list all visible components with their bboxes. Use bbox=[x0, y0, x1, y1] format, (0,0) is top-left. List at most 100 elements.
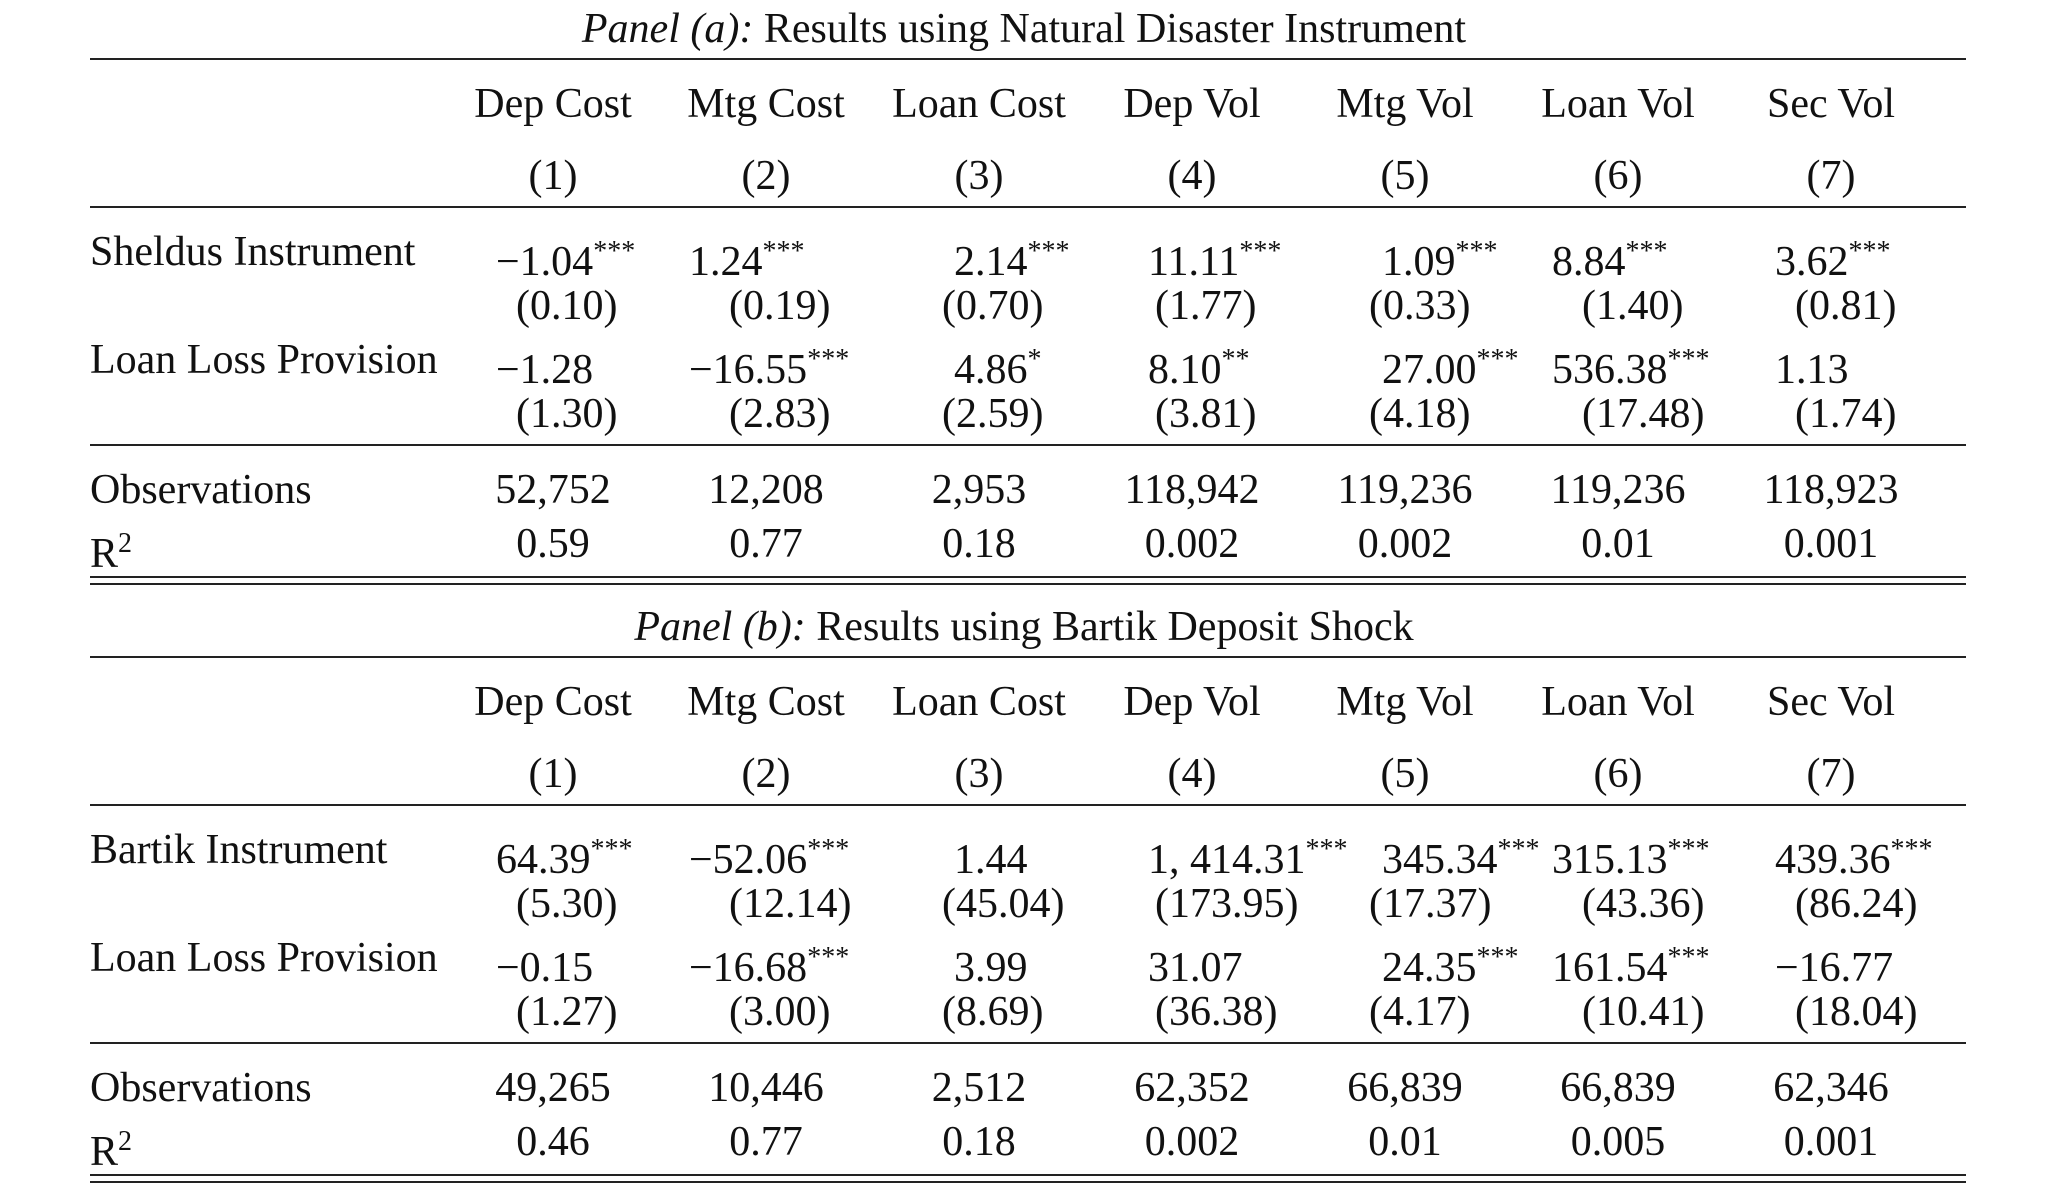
r-squared-cell: 0.77 bbox=[729, 1119, 803, 1165]
standard-error-cell: (0.10) bbox=[516, 283, 618, 329]
significance-stars: *** bbox=[1476, 942, 1519, 973]
coefficient-cell: 8.84*** bbox=[1552, 224, 1668, 285]
standard-error-cell: (17.48) bbox=[1582, 391, 1705, 437]
significance-stars: *** bbox=[590, 834, 633, 865]
observations-label: Observations bbox=[90, 1065, 312, 1111]
r-squared-cell: 0.005 bbox=[1570, 1119, 1666, 1165]
significance-stars: *** bbox=[1027, 236, 1070, 267]
column-header: Dep Cost bbox=[474, 679, 632, 725]
coefficient-cell: −16.55*** bbox=[689, 332, 849, 393]
standard-error-cell: (10.41) bbox=[1582, 989, 1705, 1035]
coefficient-cell: 4.86* bbox=[954, 332, 1042, 393]
column-header: Dep Vol bbox=[1123, 81, 1261, 127]
coefficient-value: 3.62 bbox=[1775, 239, 1849, 285]
standard-error-cell: (4.18) bbox=[1369, 391, 1471, 437]
coefficient-cell: 1.24*** bbox=[689, 224, 805, 285]
standard-error-cell: (8.69) bbox=[942, 989, 1044, 1035]
header-rule bbox=[90, 206, 1966, 208]
standard-error-cell: (43.36) bbox=[1582, 881, 1705, 927]
standard-error-row: (0.10) (0.19) (0.70) (1.77) (0.33) (1.40) (0.8… bbox=[0, 278, 2048, 334]
coefficient-value: 536.38 bbox=[1552, 347, 1668, 393]
coefficient-value: −52.06 bbox=[689, 837, 808, 883]
row-label: Loan Loss Provision bbox=[90, 935, 438, 981]
top-rule bbox=[90, 58, 1966, 60]
significance-stars: *** bbox=[1890, 834, 1933, 865]
significance-stars: * bbox=[1027, 344, 1042, 375]
r-squared-cell: 0.18 bbox=[942, 1119, 1016, 1165]
r-squared-cell: 0.002 bbox=[1144, 1119, 1240, 1165]
column-header: Mtg Vol bbox=[1336, 81, 1474, 127]
coefficient-cell: −1.28 bbox=[496, 332, 593, 393]
standard-error-cell: (0.19) bbox=[729, 283, 831, 329]
coefficient-value: 2.14 bbox=[954, 239, 1028, 285]
column-number: (7) bbox=[1806, 153, 1856, 199]
column-number: (2) bbox=[741, 153, 791, 199]
column-header: Loan Vol bbox=[1541, 679, 1695, 725]
observations-cell: 2,512 bbox=[931, 1065, 1027, 1111]
bottom-rule bbox=[90, 1174, 1966, 1176]
coefficient-cell: 315.13*** bbox=[1552, 822, 1710, 883]
coefficient-value: 1, 414.31 bbox=[1148, 837, 1306, 883]
coefficient-value: −1.04 bbox=[496, 239, 594, 285]
column-header-row: Dep Cost Mtg Cost Loan Cost Dep Vol Mtg Vol L… bbox=[0, 674, 2048, 730]
column-number: (2) bbox=[741, 751, 791, 797]
r-squared-cell: 0.001 bbox=[1783, 521, 1879, 567]
coefficient-cell: 1.13 bbox=[1775, 332, 1849, 393]
column-header: Loan Cost bbox=[892, 81, 1066, 127]
standard-error-cell: (1.30) bbox=[516, 391, 618, 437]
coefficient-value: −16.68 bbox=[689, 945, 808, 991]
observations-cell: 52,752 bbox=[495, 467, 611, 513]
coefficient-cell: 1.44 bbox=[954, 822, 1028, 883]
r-squared-cell: 0.002 bbox=[1357, 521, 1453, 567]
column-number: (1) bbox=[528, 751, 578, 797]
r-squared-letter: R bbox=[90, 531, 119, 577]
coefficient-cell: 3.99 bbox=[954, 930, 1028, 991]
coefficient-row: Bartik Instrument 64.39*** −52.06*** 1.44 1,… bbox=[0, 822, 2048, 883]
column-number: (7) bbox=[1806, 751, 1856, 797]
panel-heading: Results using Bartik Deposit Shock bbox=[816, 604, 1414, 650]
r-squared-cell: 0.59 bbox=[516, 521, 590, 567]
observations-cell: 2,953 bbox=[931, 467, 1027, 513]
coefficient-value: −16.77 bbox=[1775, 945, 1894, 991]
r-squared-label: R2 bbox=[90, 1114, 132, 1175]
observations-cell: 12,208 bbox=[708, 467, 824, 513]
top-rule bbox=[90, 656, 1966, 658]
coefficient-value: −1.28 bbox=[496, 347, 594, 393]
r-squared-row: R2 0.59 0.77 0.18 0.002 0.002 0.01 0.001 bbox=[0, 516, 2048, 577]
stats-rule bbox=[90, 444, 1966, 446]
coefficient-cell: −16.77 bbox=[1775, 930, 1893, 991]
panel-title: Panel (a): Results using Natural Disaste… bbox=[0, 4, 2048, 54]
coefficient-row: Loan Loss Provision −0.15 −16.68 *** 3.99 31.… bbox=[0, 930, 2048, 991]
observations-cell: 118,923 bbox=[1763, 467, 1899, 513]
coefficient-cell: 31.07 bbox=[1148, 930, 1243, 991]
observations-cell: 62,346 bbox=[1773, 1065, 1889, 1111]
r-squared-letter: R bbox=[90, 1129, 119, 1175]
row-label: Sheldus Instrument bbox=[90, 229, 416, 275]
r-squared-cell: 0.002 bbox=[1144, 521, 1240, 567]
column-header-row: Dep Cost Mtg Cost Loan Cost Dep Vol Mtg Vol L… bbox=[0, 76, 2048, 132]
r-squared-cell: 0.01 bbox=[1581, 521, 1655, 567]
column-number-row: (1) (2) (3) (4) (5) (6) (7) bbox=[0, 148, 2048, 204]
r-squared-row: R2 0.46 0.77 0.18 0.002 0.01 0.005 0.001 bbox=[0, 1114, 2048, 1175]
significance-stars: *** bbox=[1476, 344, 1519, 375]
panel-title: Panel (b): Results using Bartik Deposit … bbox=[0, 602, 2048, 652]
significance-stars: *** bbox=[1667, 344, 1710, 375]
coefficient-value: 24.35 bbox=[1382, 945, 1477, 991]
coefficient-cell: 27.00*** bbox=[1382, 332, 1519, 393]
coefficient-value: −0.15 bbox=[496, 945, 594, 991]
significance-stars: *** bbox=[1848, 236, 1891, 267]
column-header: Dep Cost bbox=[474, 81, 632, 127]
column-number: (1) bbox=[528, 153, 578, 199]
panel-heading: Results using Natural Disaster Instrumen… bbox=[763, 6, 1467, 52]
column-header: Sec Vol bbox=[1767, 679, 1895, 725]
standard-error-cell: (45.04) bbox=[942, 881, 1065, 927]
significance-stars: *** bbox=[1667, 942, 1710, 973]
column-number: (5) bbox=[1380, 153, 1430, 199]
coefficient-value: 439.36 bbox=[1775, 837, 1891, 883]
row-label: Bartik Instrument bbox=[90, 827, 388, 873]
coefficient-cell: −52.06*** bbox=[689, 822, 849, 883]
observations-row: Observations 49,265 10,446 2,512 62,352 66,83… bbox=[0, 1060, 2048, 1116]
observations-cell: 119,236 bbox=[1337, 467, 1473, 513]
r-squared-cell: 0.46 bbox=[516, 1119, 590, 1165]
observations-cell: 49,265 bbox=[495, 1065, 611, 1111]
